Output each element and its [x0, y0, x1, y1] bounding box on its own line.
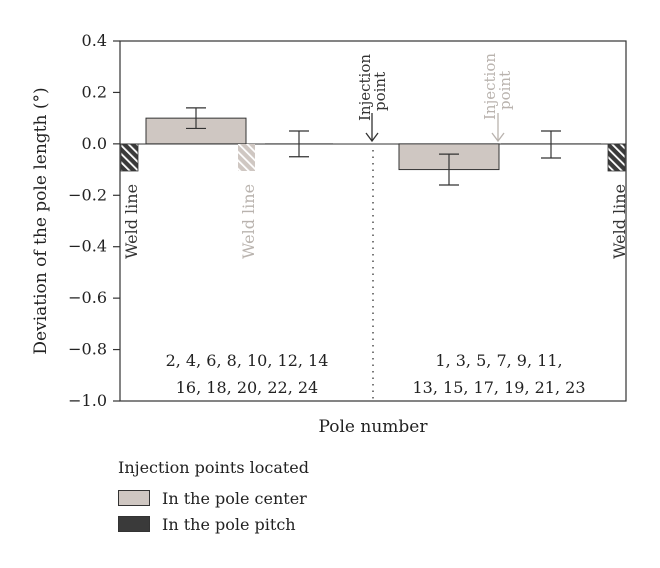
- weld-marker-right: [607, 143, 626, 172]
- chart: 0.40.20.0−0.2−0.4−0.6−0.8−1.0 Weld line …: [31, 31, 629, 437]
- injection-label-dark-line2: point: [371, 72, 389, 111]
- legend-item-center: In the pole center: [118, 485, 309, 511]
- y-tick-label: −0.8: [68, 340, 107, 359]
- y-tick-label: −0.4: [68, 237, 107, 256]
- bars: [145, 107, 601, 186]
- legend-swatch-center: [118, 490, 150, 506]
- y-tick-label: 0.2: [82, 82, 107, 101]
- y-axis-ticks: 0.4 0.2 0.0 −0.2 −0.4 −0.6 −0.8 −1.0: [68, 31, 120, 410]
- y-tick-label: −0.6: [68, 288, 107, 307]
- legend-swatch-pitch: [118, 516, 150, 532]
- legend-label-pitch: In the pole pitch: [162, 514, 296, 534]
- group-label-odd-line2: 13, 15, 17, 19, 21, 23: [412, 378, 585, 397]
- legend-item-pitch: In the pole pitch: [118, 511, 309, 537]
- y-tick-label: 0.4: [82, 31, 107, 50]
- group-label-even-line2: 16, 18, 20, 22, 24: [176, 378, 318, 397]
- x-axis-title: Pole number: [319, 417, 429, 437]
- plot-frame: [119, 40, 627, 402]
- injection-arrow-dark: [365, 113, 379, 143]
- group-label-even-line1: 2, 4, 6, 8, 10, 12, 14: [166, 351, 329, 370]
- injection-label-light-line2: point: [496, 71, 514, 110]
- injection-arrow-light: [491, 113, 505, 143]
- y-axis-title: Deviation of the pole length (°): [31, 87, 51, 354]
- weld-label-right: Weld line: [610, 184, 629, 259]
- legend-title: Injection points located: [118, 458, 309, 477]
- weld-marker-middle: [238, 144, 255, 171]
- weld-marker-left: [120, 143, 139, 172]
- legend-label-center: In the pole center: [162, 488, 307, 508]
- injection-label-dark-line1: Injection: [356, 54, 374, 121]
- injection-label-light-line1: Injection: [481, 53, 499, 120]
- weld-label-middle: Weld line: [239, 184, 258, 259]
- y-tick-label: 0.0: [82, 134, 107, 153]
- weld-label-left: Weld line: [122, 184, 141, 259]
- group-label-odd-line1: 1, 3, 5, 7, 9, 11,: [435, 351, 562, 370]
- y-tick-label: −1.0: [68, 391, 107, 410]
- y-tick-label: −0.2: [68, 185, 107, 204]
- legend: Injection points located In the pole cen…: [118, 458, 309, 537]
